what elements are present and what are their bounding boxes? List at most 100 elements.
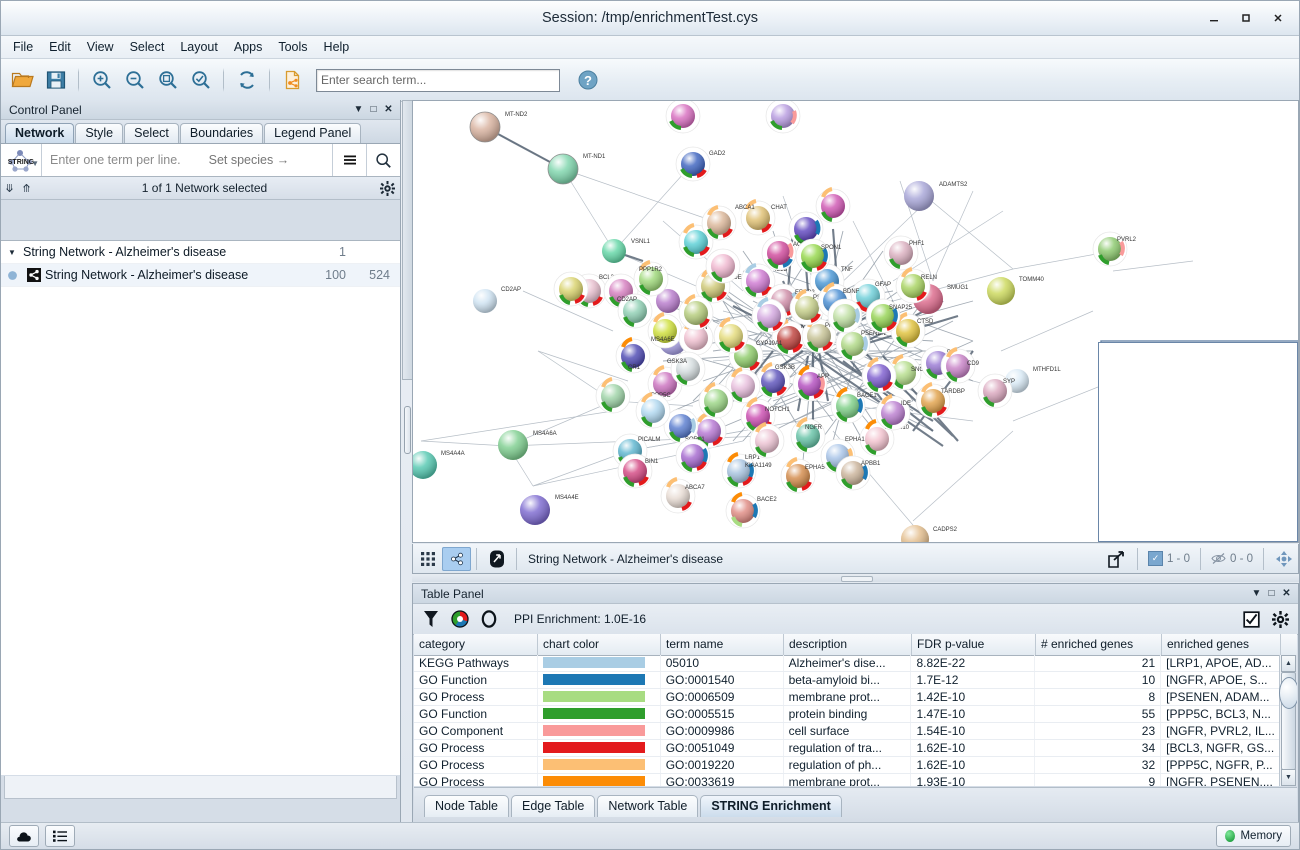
float-panel-icon[interactable]: □ xyxy=(1268,588,1275,599)
set-species-link[interactable]: Set species → xyxy=(208,153,290,167)
zoom-out-icon[interactable] xyxy=(119,65,150,96)
annotation-arrow-icon[interactable] xyxy=(482,547,511,571)
column-header-enriched-count[interactable]: # enriched genes xyxy=(1036,634,1162,655)
refresh-icon[interactable] xyxy=(231,65,262,96)
export-image-icon[interactable] xyxy=(1103,547,1132,571)
close-button[interactable] xyxy=(1263,5,1293,31)
string-brand-icon[interactable]: STRING ▼ xyxy=(1,144,42,176)
scrollbar-thumb[interactable] xyxy=(404,406,411,454)
grid-layout-icon[interactable] xyxy=(413,547,442,571)
cell-term-name: GO:0019220 xyxy=(661,757,784,773)
double-chevron-up-icon[interactable]: ⤊ xyxy=(21,182,32,195)
menu-file[interactable]: File xyxy=(13,40,34,54)
float-panel-icon[interactable]: □ xyxy=(370,104,377,115)
chevron-down-icon[interactable]: ▼ xyxy=(1251,588,1262,599)
svg-text:CADPS2: CADPS2 xyxy=(933,527,958,533)
selected-nodes-indicator[interactable]: ✓ 1 - 0 xyxy=(1143,551,1195,566)
zoom-in-icon[interactable] xyxy=(86,65,117,96)
zoom-fit-selected-icon[interactable] xyxy=(152,65,183,96)
triangle-down-icon[interactable]: ▼ xyxy=(8,247,16,257)
column-header-description[interactable]: description xyxy=(784,634,912,655)
svg-text:IDE: IDE xyxy=(901,401,911,407)
memory-indicator[interactable]: Memory xyxy=(1216,825,1291,847)
network-tree-child-row[interactable]: String Network - Alzheimer's disease 100… xyxy=(1,264,400,287)
column-header-chart-color[interactable]: chart color xyxy=(538,634,661,655)
table-row[interactable]: GO Process GO:0051049 regulation of tra...… xyxy=(414,740,1280,757)
tab-boundaries[interactable]: Boundaries xyxy=(179,123,264,143)
gear-icon[interactable] xyxy=(374,180,400,196)
network-tree-root-count: 1 xyxy=(339,245,346,259)
table-body[interactable]: KEGG Pathways 05010 Alzheimer's dise... 8.8… xyxy=(414,655,1280,786)
filter-funnel-icon[interactable] xyxy=(419,607,443,631)
menu-help[interactable]: Help xyxy=(323,40,350,54)
close-icon[interactable]: ✕ xyxy=(1282,588,1291,599)
column-header-term-name[interactable]: term name xyxy=(661,634,784,655)
menu-tools[interactable]: Tools xyxy=(278,40,308,54)
splitter-handle[interactable] xyxy=(412,574,1299,582)
string-query-input[interactable]: Enter one term per line. Set species → xyxy=(42,144,332,176)
network-vertical-scrollbar[interactable] xyxy=(402,100,412,454)
cell-chart-color xyxy=(538,706,661,722)
scroll-down-arrow-icon[interactable]: ▼ xyxy=(1281,769,1296,786)
export-network-icon[interactable] xyxy=(277,65,308,96)
hamburger-icon[interactable] xyxy=(332,144,366,176)
table-row[interactable]: GO Process GO:0033619 membrane prot... 1.93… xyxy=(414,774,1280,786)
svg-text:CD9: CD9 xyxy=(967,361,980,367)
zoom-fit-network-icon[interactable] xyxy=(185,65,216,96)
table-row[interactable]: GO Function GO:0001540 beta-amyloid bi... 1… xyxy=(414,672,1280,689)
tab-network-table[interactable]: Network Table xyxy=(597,795,699,817)
scroll-up-arrow-icon[interactable]: ▲ xyxy=(1281,655,1296,672)
column-header-enriched-genes[interactable]: enriched genes xyxy=(1162,634,1281,655)
menu-layout[interactable]: Layout xyxy=(180,40,218,54)
tab-legend-panel[interactable]: Legend Panel xyxy=(264,123,362,143)
checkbox-checked-icon[interactable] xyxy=(1239,607,1263,631)
table-row[interactable]: GO Function GO:0005515 protein binding 1.47… xyxy=(414,706,1280,723)
magnifier-icon[interactable] xyxy=(366,144,400,176)
tab-select[interactable]: Select xyxy=(124,123,179,143)
chevron-down-icon[interactable]: ▼ xyxy=(31,159,39,168)
svg-text:SPON1: SPON1 xyxy=(821,245,842,251)
maximize-button[interactable] xyxy=(1231,5,1261,31)
table-row[interactable]: GO Process GO:0006509 membrane prot... 1.42… xyxy=(414,689,1280,706)
navigator-frame[interactable] xyxy=(1098,342,1298,542)
cloud-icon[interactable] xyxy=(9,825,39,847)
donut-chart-icon[interactable] xyxy=(477,607,501,631)
column-header-fdr-p-value[interactable]: FDR p-value xyxy=(912,634,1036,655)
scrollbar-knob[interactable] xyxy=(1279,677,1297,709)
gear-icon[interactable] xyxy=(1268,607,1292,631)
hidden-nodes-indicator[interactable]: 0 - 0 xyxy=(1206,552,1258,565)
minimize-button[interactable] xyxy=(1199,5,1229,31)
save-icon[interactable] xyxy=(40,65,71,96)
table-row[interactable]: KEGG Pathways 05010 Alzheimer's dise... 8.8… xyxy=(414,655,1280,672)
pie-chart-color-icon[interactable] xyxy=(448,607,472,631)
table-vertical-scrollbar[interactable]: ▲ ▼ xyxy=(1279,655,1297,786)
cell-fdr-p-value: 1.54E-10 xyxy=(911,723,1036,739)
memory-label: Memory xyxy=(1240,830,1282,842)
tab-edge-table[interactable]: Edge Table xyxy=(511,795,596,817)
table-row[interactable]: GO Component GO:0009986 cell surface 1.54E-… xyxy=(414,723,1280,740)
tab-network[interactable]: Network xyxy=(5,123,75,143)
svg-text:SMUG1: SMUG1 xyxy=(947,285,969,291)
network-view-canvas[interactable]: MT-ND2 MT-ND1 VSNL1 ADAMTS2 SMUG1 TOMM40… xyxy=(412,100,1299,543)
help-icon[interactable]: ? xyxy=(572,65,603,96)
search-input[interactable] xyxy=(316,68,560,92)
chevron-down-icon[interactable]: ▼ xyxy=(353,104,364,115)
table-row[interactable]: GO Process GO:0019220 regulation of ph... 1… xyxy=(414,757,1280,774)
tab-node-table[interactable]: Node Table xyxy=(424,795,510,817)
tab-style[interactable]: Style xyxy=(75,123,124,143)
string-network-icon[interactable] xyxy=(442,546,471,571)
menu-view[interactable]: View xyxy=(86,40,114,54)
open-folder-icon[interactable] xyxy=(7,65,38,96)
column-header-category[interactable]: category xyxy=(414,634,538,655)
fit-content-icon[interactable] xyxy=(1269,547,1298,571)
menu-apps[interactable]: Apps xyxy=(233,40,263,54)
checkbox-checked-icon[interactable]: ✓ xyxy=(1147,551,1163,566)
menu-select[interactable]: Select xyxy=(129,40,165,54)
task-list-icon[interactable] xyxy=(45,825,75,847)
double-chevron-down-icon[interactable]: ⤋ xyxy=(4,182,15,195)
svg-text:BACE2: BACE2 xyxy=(757,497,777,503)
network-tree-root-row[interactable]: ▼ String Network - Alzheimer's disease 1 xyxy=(1,241,400,264)
close-icon[interactable]: ✕ xyxy=(384,104,393,115)
menu-edit[interactable]: Edit xyxy=(49,40,71,54)
tab-string-enrichment[interactable]: STRING Enrichment xyxy=(700,795,842,817)
